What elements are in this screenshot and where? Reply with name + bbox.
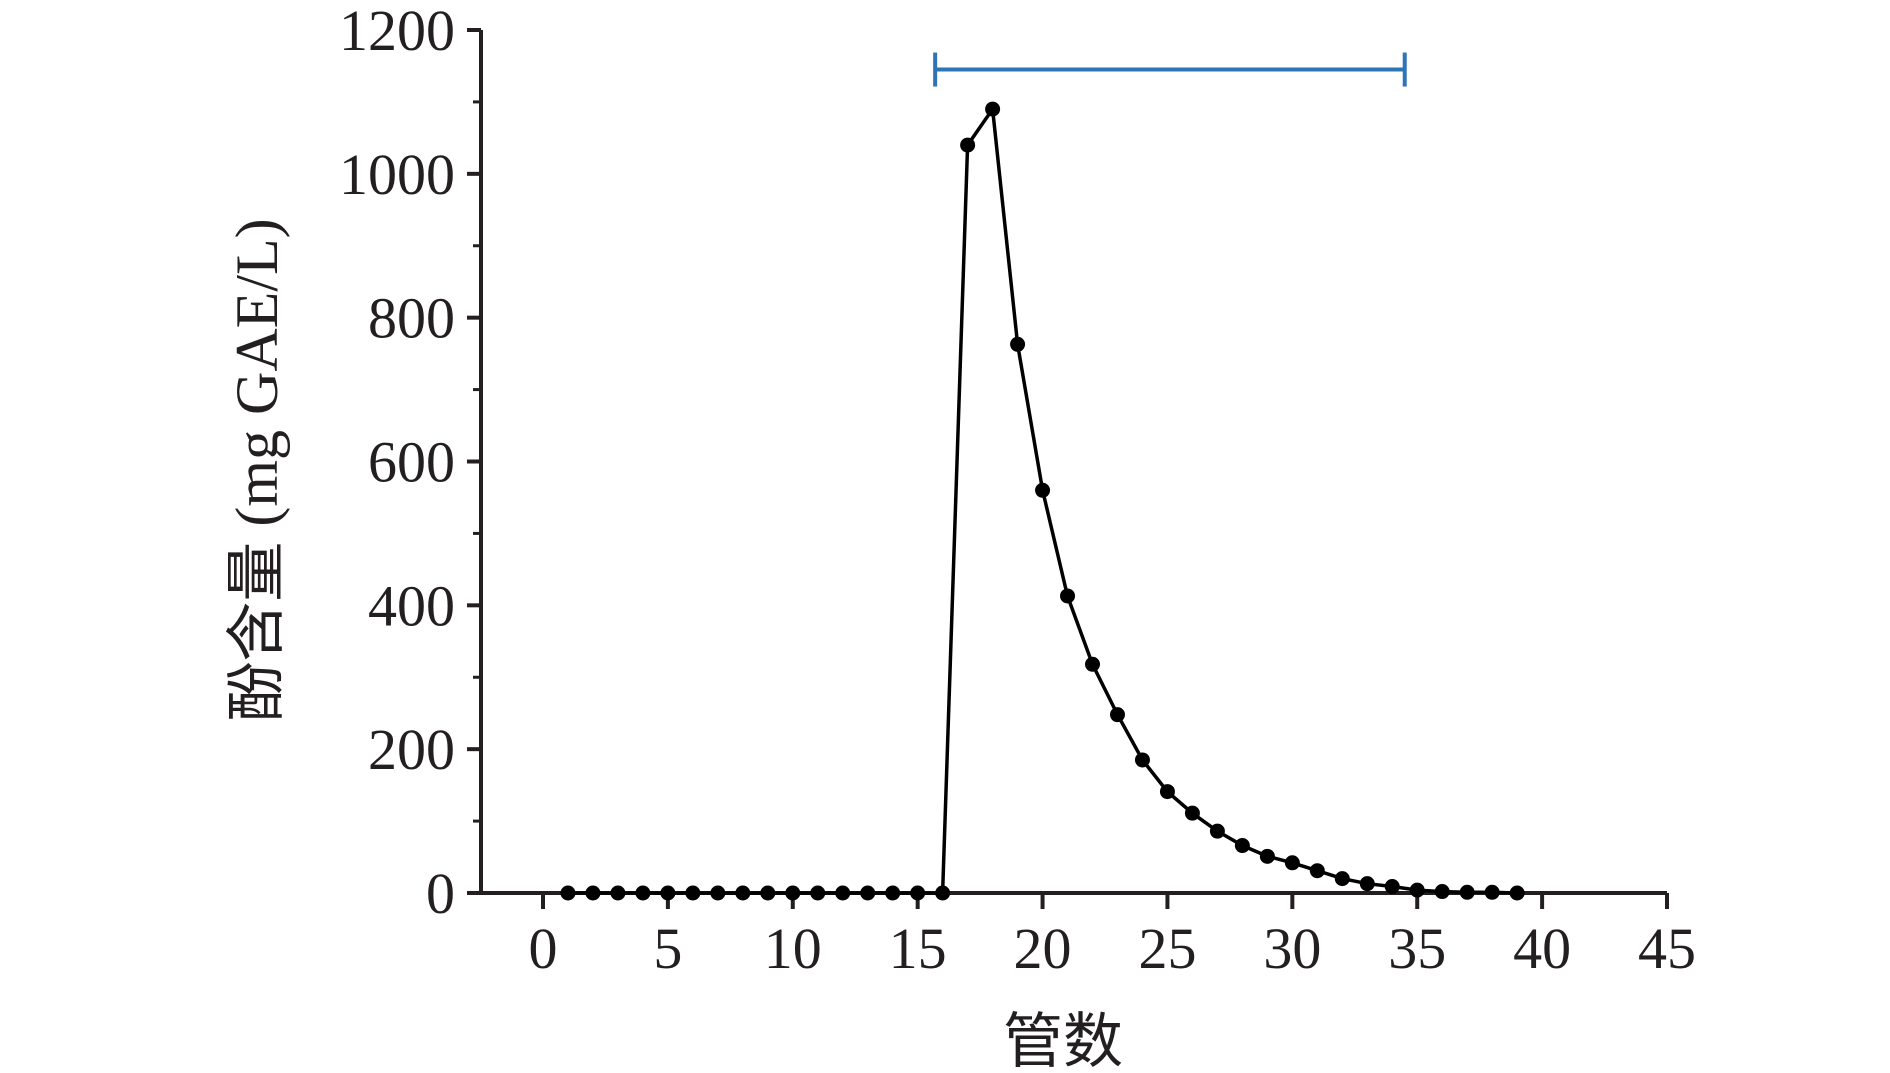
y-tick-label: 200 xyxy=(368,717,455,782)
data-point xyxy=(1434,884,1450,900)
data-point xyxy=(610,885,626,901)
y-tick-label: 1200 xyxy=(339,0,455,63)
data-point xyxy=(660,885,676,901)
x-tick-label: 35 xyxy=(1388,916,1446,981)
x-tick-label: 15 xyxy=(889,916,947,981)
data-point xyxy=(1010,336,1026,352)
x-axis-title: 管数 xyxy=(1003,1009,1123,1073)
data-point xyxy=(560,885,576,901)
data-point xyxy=(1234,838,1250,854)
data-point xyxy=(1085,656,1101,672)
data-point xyxy=(1509,885,1525,901)
y-axis-title: 酚含量 (mg GAE/L) xyxy=(224,218,290,721)
data-point xyxy=(1484,884,1500,900)
data-point xyxy=(785,885,801,901)
data-point xyxy=(1060,588,1076,604)
data-point xyxy=(1209,823,1225,839)
data-point xyxy=(685,885,701,901)
x-axis-ticks: 0 5 10 15 20 25 30 35 40 45 xyxy=(529,893,1696,981)
data-point xyxy=(710,885,726,901)
axes xyxy=(479,30,1667,895)
data-point xyxy=(1359,876,1375,892)
x-tick-label: 20 xyxy=(1014,916,1072,981)
data-point xyxy=(1184,805,1200,821)
x-tick-label: 40 xyxy=(1513,916,1571,981)
data-point xyxy=(1035,482,1051,498)
data-point xyxy=(1284,855,1300,871)
series-group xyxy=(560,101,1525,901)
y-tick-label: 600 xyxy=(368,430,455,495)
x-tick-label: 5 xyxy=(653,916,682,981)
y-axis-ticks: 0 200 400 600 800 1000 1200 xyxy=(339,0,481,926)
data-point xyxy=(1259,848,1275,864)
data-point xyxy=(760,885,776,901)
data-point xyxy=(585,885,601,901)
x-tick-label: 10 xyxy=(764,916,822,981)
x-tick-label: 0 xyxy=(529,916,558,981)
y-tick-label: 1000 xyxy=(339,142,455,207)
y-tick-label: 0 xyxy=(426,861,455,926)
data-point xyxy=(1459,884,1475,900)
data-point xyxy=(635,885,651,901)
data-point xyxy=(960,137,976,153)
data-point xyxy=(735,885,751,901)
data-point xyxy=(935,885,951,901)
annotations xyxy=(933,52,1407,87)
x-tick-label: 45 xyxy=(1638,916,1696,981)
x-tick-label: 25 xyxy=(1138,916,1196,981)
data-point xyxy=(1134,752,1150,768)
y-tick-label: 400 xyxy=(368,573,455,638)
data-point xyxy=(910,885,926,901)
y-tick-label: 800 xyxy=(368,286,455,351)
data-point xyxy=(885,885,901,901)
data-point xyxy=(860,885,876,901)
data-point xyxy=(1109,707,1125,723)
data-point xyxy=(1309,863,1325,879)
data-point xyxy=(1334,871,1350,887)
data-point xyxy=(985,101,1001,117)
data-point xyxy=(810,885,826,901)
data-point xyxy=(1159,784,1175,800)
x-tick-label: 30 xyxy=(1263,916,1321,981)
data-point xyxy=(1409,882,1425,898)
series-line xyxy=(568,104,1518,895)
data-point xyxy=(1384,879,1400,895)
data-point xyxy=(835,885,851,901)
